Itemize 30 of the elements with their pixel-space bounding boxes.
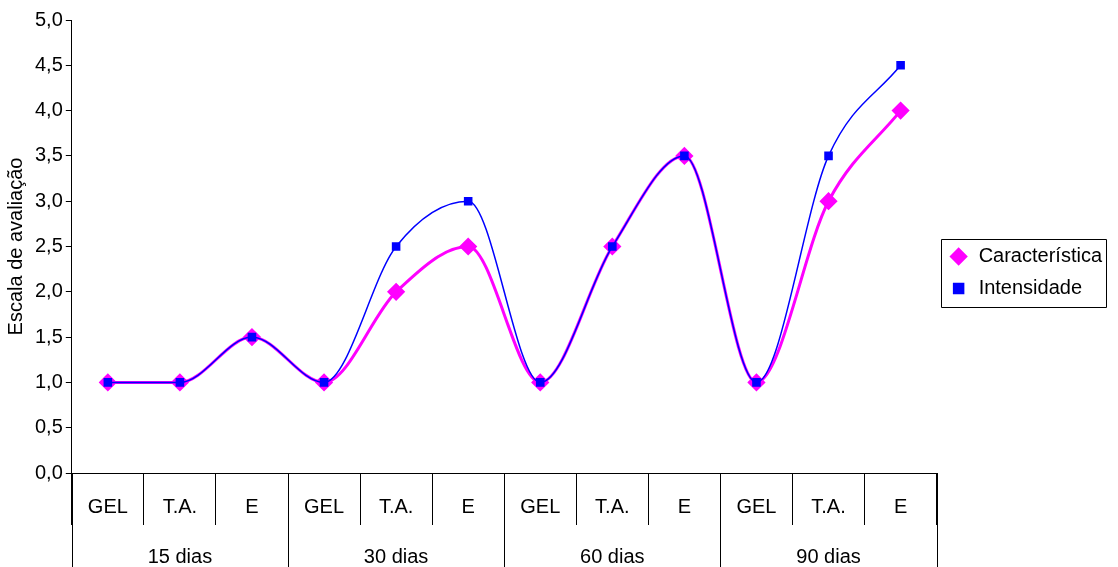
y-tick-label: 0,0	[34, 460, 63, 483]
x-tick-label: GEL	[736, 494, 777, 517]
text: 30 dias	[363, 544, 429, 567]
x-tick-label: T.A.	[378, 494, 414, 517]
y-tick-label: 2,5	[34, 234, 63, 257]
y-tick-label: 4,5	[34, 52, 63, 75]
text: 90 dias	[796, 544, 861, 567]
text: 60 dias	[580, 544, 645, 567]
y-tick-label: 2,0	[34, 279, 63, 302]
x-tick-label: T.A.	[162, 494, 198, 517]
x-tick-label: T.A.	[595, 494, 630, 517]
x-tick-label: E	[461, 494, 475, 517]
legend-label: Característica	[978, 244, 1103, 267]
y-tick-label: 1,0	[34, 369, 63, 392]
x-tick-label: GEL	[304, 494, 345, 517]
x-tick-label: T.A.	[811, 494, 846, 517]
y-tick-label: 4,0	[34, 98, 63, 121]
y-tick-label: 0,5	[34, 415, 63, 438]
y-tick-label: 1,5	[34, 324, 63, 347]
x-tick-label: GEL	[87, 494, 128, 517]
y-axis-title: Escala de avaliação	[3, 157, 26, 336]
x-tick-label: GEL	[520, 494, 561, 517]
y-tick-label: 3,5	[34, 143, 63, 166]
x-tick-label: E	[677, 494, 692, 517]
y-tick-label: 5,0	[34, 7, 63, 30]
legend-label: Intensidade	[978, 276, 1083, 299]
y-tick-label: 3,0	[34, 188, 63, 211]
x-tick-label: E	[245, 494, 259, 517]
text: 15 dias	[147, 544, 213, 567]
x-tick-label: E	[893, 494, 908, 517]
